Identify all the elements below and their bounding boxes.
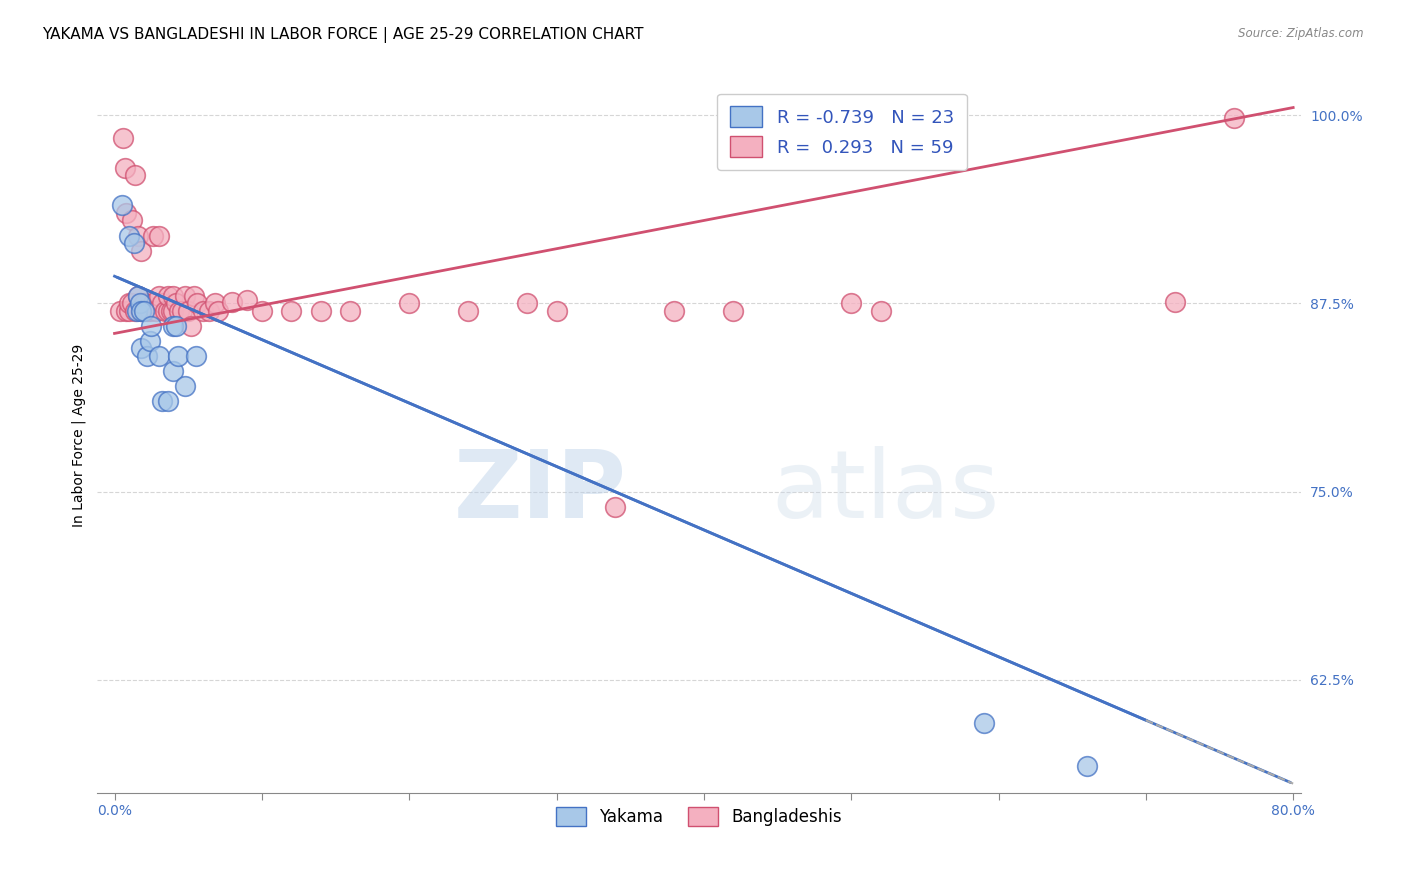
- Point: [127, 289, 149, 303]
- Point: [132, 296, 155, 310]
- Point: [169, 303, 191, 318]
- Point: [129, 303, 152, 318]
- Point: [125, 303, 148, 318]
- Point: [183, 289, 205, 303]
- Point: [153, 303, 176, 318]
- Point: [118, 303, 141, 318]
- Point: [973, 716, 995, 731]
- Text: atlas: atlas: [770, 446, 1000, 538]
- Point: [110, 303, 132, 318]
- Point: [128, 296, 150, 310]
- Point: [139, 303, 162, 318]
- Point: [309, 303, 332, 318]
- Point: [1164, 294, 1187, 309]
- Point: [605, 500, 627, 514]
- Point: [184, 349, 207, 363]
- Point: [148, 349, 170, 363]
- Point: [174, 289, 197, 303]
- Point: [148, 289, 170, 303]
- Point: [280, 303, 302, 318]
- Text: Source: ZipAtlas.com: Source: ZipAtlas.com: [1239, 27, 1364, 40]
- Point: [121, 213, 143, 227]
- Point: [124, 303, 146, 318]
- Point: [221, 294, 243, 309]
- Point: [167, 349, 190, 363]
- Point: [129, 303, 152, 318]
- Point: [142, 228, 165, 243]
- Point: [869, 303, 891, 318]
- Legend: Yakama, Bangladeshis: Yakama, Bangladeshis: [547, 798, 851, 834]
- Point: [204, 296, 226, 310]
- Point: [165, 296, 187, 310]
- Point: [207, 303, 229, 318]
- Point: [839, 296, 862, 310]
- Point: [127, 228, 149, 243]
- Point: [174, 379, 197, 393]
- Point: [115, 206, 138, 220]
- Point: [172, 303, 194, 318]
- Point: [145, 303, 167, 318]
- Point: [121, 296, 143, 310]
- Point: [250, 303, 273, 318]
- Point: [129, 244, 152, 258]
- Point: [129, 342, 152, 356]
- Point: [162, 364, 184, 378]
- Point: [132, 303, 155, 318]
- Point: [723, 303, 745, 318]
- Point: [162, 289, 184, 303]
- Point: [136, 303, 159, 318]
- Point: [516, 296, 538, 310]
- Point: [165, 318, 187, 333]
- Point: [1076, 758, 1098, 772]
- Text: ZIP: ZIP: [454, 446, 627, 538]
- Point: [186, 296, 208, 310]
- Point: [457, 303, 479, 318]
- Point: [191, 303, 214, 318]
- Point: [136, 349, 159, 363]
- Point: [398, 296, 420, 310]
- Point: [118, 228, 141, 243]
- Point: [148, 228, 170, 243]
- Point: [162, 318, 184, 333]
- Point: [236, 293, 259, 308]
- Point: [546, 303, 568, 318]
- Point: [114, 161, 136, 175]
- Point: [150, 394, 173, 409]
- Point: [177, 303, 200, 318]
- Point: [115, 303, 138, 318]
- Point: [142, 296, 165, 310]
- Point: [664, 303, 686, 318]
- Point: [139, 334, 162, 348]
- Point: [198, 303, 221, 318]
- Point: [162, 303, 184, 318]
- Point: [156, 394, 179, 409]
- Point: [141, 318, 163, 333]
- Point: [156, 289, 179, 303]
- Point: [122, 235, 145, 250]
- Text: YAKAMA VS BANGLADESHI IN LABOR FORCE | AGE 25-29 CORRELATION CHART: YAKAMA VS BANGLADESHI IN LABOR FORCE | A…: [42, 27, 644, 43]
- Point: [124, 169, 146, 183]
- Point: [150, 296, 173, 310]
- Point: [127, 289, 149, 303]
- Y-axis label: In Labor Force | Age 25-29: In Labor Force | Age 25-29: [72, 343, 86, 526]
- Point: [156, 303, 179, 318]
- Point: [118, 296, 141, 310]
- Point: [180, 318, 202, 333]
- Point: [159, 303, 181, 318]
- Point: [111, 198, 134, 212]
- Point: [339, 303, 361, 318]
- Point: [112, 130, 135, 145]
- Point: [1223, 111, 1246, 125]
